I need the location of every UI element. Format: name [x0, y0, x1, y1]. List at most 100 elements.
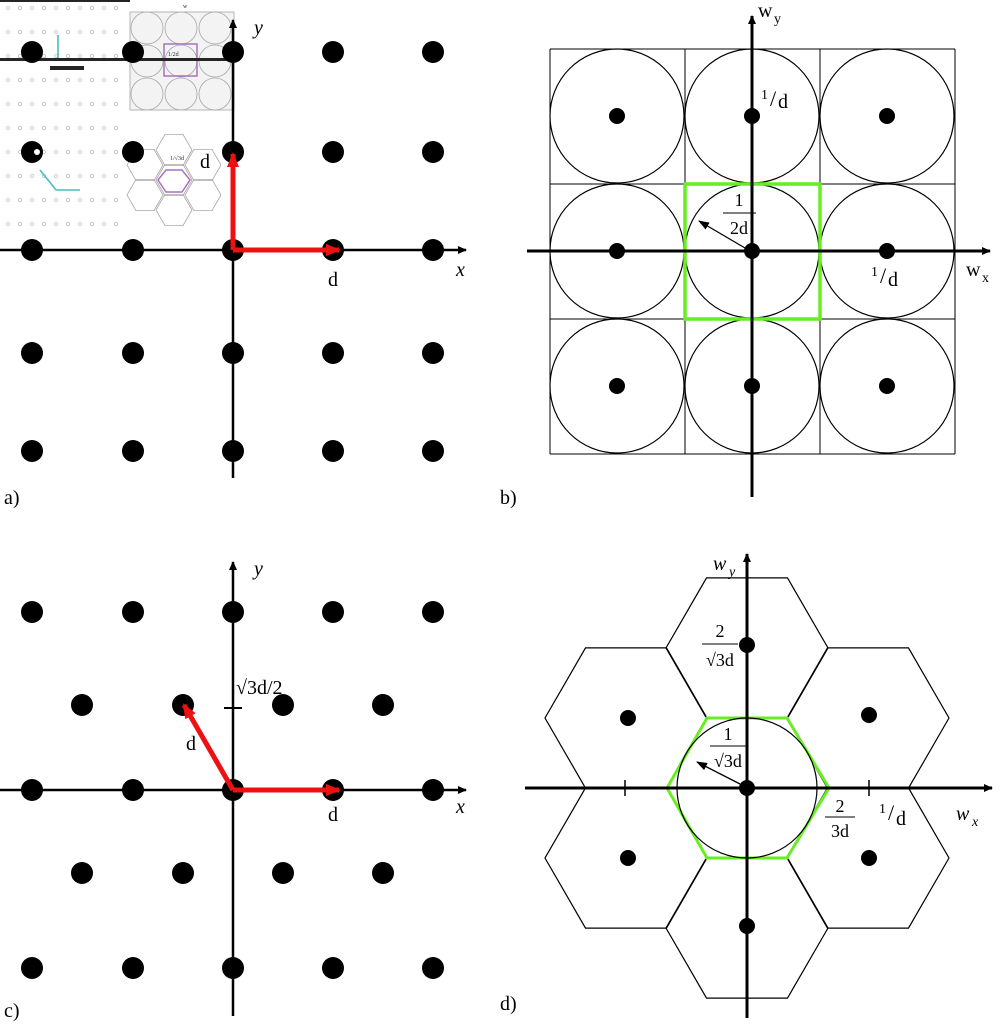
- inset-lattice-dot: [66, 29, 71, 34]
- inset-cell-label: 1/2d: [168, 52, 179, 58]
- panel-a: w 1/2d 1/√3d x y d d a): [0, 0, 467, 509]
- lattice-point: [322, 957, 344, 979]
- lattice-point: [222, 342, 244, 364]
- height-tick-label: √3d/2: [236, 677, 283, 699]
- lattice-point: [322, 41, 344, 63]
- radius-numerator: 1: [735, 190, 744, 210]
- lattice-points: [21, 41, 444, 462]
- inset-lattice-dot: [114, 78, 119, 83]
- y-point-label: 2 √3d: [702, 621, 738, 670]
- radius-arrow: [696, 761, 741, 785]
- panel-b: 1 2d 1 / d 1 / d w x w y b): [500, 0, 991, 509]
- wy-axis-sub: y: [727, 565, 736, 580]
- panel-d: 2 √3d 1 √3d 2 3d 1 / d w x w y d): [500, 553, 993, 1018]
- inset-lattice-dot: [6, 78, 11, 83]
- inset-lattice-dot: [17, 126, 22, 131]
- panel-b-tag: b): [500, 487, 517, 509]
- inset-lattice-dot: [6, 197, 11, 202]
- inset-lattice-dot: [54, 126, 59, 131]
- inset-hex-cell: [155, 163, 193, 197]
- inset-lattice-dot: [114, 6, 119, 11]
- lattice-point: [422, 601, 444, 623]
- inset-top-label: w: [183, 4, 188, 10]
- lattice-point: [71, 862, 93, 884]
- inscribed-circle: [819, 48, 955, 184]
- reciprocal-point: [609, 108, 625, 124]
- inset-circle-cell: [198, 11, 232, 45]
- inset-lattice-dot: [90, 102, 95, 107]
- lattice-point-highlight: [34, 149, 40, 155]
- inset-circle-cell: [130, 11, 164, 45]
- reciprocal-points: [620, 637, 877, 934]
- inset-lattice-dot: [102, 54, 107, 59]
- wx-axis-label: w x: [966, 259, 989, 286]
- wx-axis-label: w x: [956, 803, 979, 830]
- inscribed-circle: [549, 48, 685, 184]
- inset-lattice-dot: [90, 6, 95, 11]
- inset-lattice-dot: [78, 102, 83, 107]
- lattice-point: [21, 440, 43, 462]
- reciprocal-point: [739, 780, 755, 796]
- inset-lattice-dot: [42, 78, 47, 83]
- inset-lattice-dot: [102, 29, 107, 34]
- reciprocal-point: [620, 850, 636, 866]
- basis-diagonal-label: d: [186, 733, 196, 755]
- lattice-point: [21, 141, 43, 163]
- inset-lattice-dot: [42, 126, 47, 131]
- inset-circle-cell: [164, 77, 198, 111]
- inset-lattice-dot: [6, 29, 11, 34]
- inset-lattice-dot: [90, 221, 95, 226]
- wy-axis-main: w: [758, 0, 773, 22]
- lattice-point: [21, 957, 43, 979]
- radius-denominator: √3d: [714, 751, 742, 771]
- inset-lattice-dot: [90, 126, 95, 131]
- lattice-point: [322, 141, 344, 163]
- lattice-point: [372, 694, 394, 716]
- reciprocal-points: [609, 108, 895, 394]
- inset-lattice-dot: [66, 173, 71, 178]
- lattice-point: [422, 440, 444, 462]
- basis-x-label: d: [328, 269, 338, 291]
- inset-lattice-dot: [17, 102, 22, 107]
- lattice-point: [21, 779, 43, 801]
- x-point-slash: /: [888, 800, 895, 825]
- y-axis-label: y: [252, 17, 263, 39]
- inset-lattice-dot: [42, 29, 47, 34]
- inset-lattice-dot: [54, 6, 59, 11]
- inset-lattice-dot: [114, 102, 119, 107]
- inset-lattice-dot: [102, 197, 107, 202]
- x-point-denominator: d: [896, 808, 906, 830]
- inset-lattice-dot: [90, 173, 95, 178]
- lattice-point: [422, 239, 444, 261]
- inset-lattice-dot: [6, 54, 11, 59]
- inset-lattice-dot: [114, 197, 119, 202]
- lattice-point: [322, 342, 344, 364]
- x-axis-label: x: [455, 259, 465, 281]
- wx-axis-sub: x: [971, 815, 979, 830]
- inset-lattice-dot: [6, 102, 11, 107]
- inset-lattice-dot: [42, 6, 47, 11]
- inset-lattice-dot: [78, 173, 83, 178]
- y-point-denominator: d: [778, 91, 788, 113]
- inset-lattice-dot: [29, 197, 34, 202]
- lattice-point: [122, 239, 144, 261]
- lattice-point: [21, 601, 43, 623]
- reciprocal-point: [879, 378, 895, 394]
- y-point-slash: /: [770, 86, 777, 111]
- lattice-point: [322, 601, 344, 623]
- inset-lattice-dot: [17, 29, 22, 34]
- inset-lattice-dot: [102, 173, 107, 178]
- inset-lattice-dot: [102, 102, 107, 107]
- lattice-point: [71, 694, 93, 716]
- inset-lattice-dot: [54, 102, 59, 107]
- lattice-point: [222, 957, 244, 979]
- inset-lattice-dot: [42, 102, 47, 107]
- inset-hex-cell: [155, 133, 193, 167]
- inset-lattice-dot: [42, 197, 47, 202]
- inset-circle-cell: [198, 77, 232, 111]
- inset-lattice-dot: [78, 54, 83, 59]
- lattice-point: [21, 239, 43, 261]
- inset-hex-cell: [155, 193, 193, 227]
- lattice-point: [122, 440, 144, 462]
